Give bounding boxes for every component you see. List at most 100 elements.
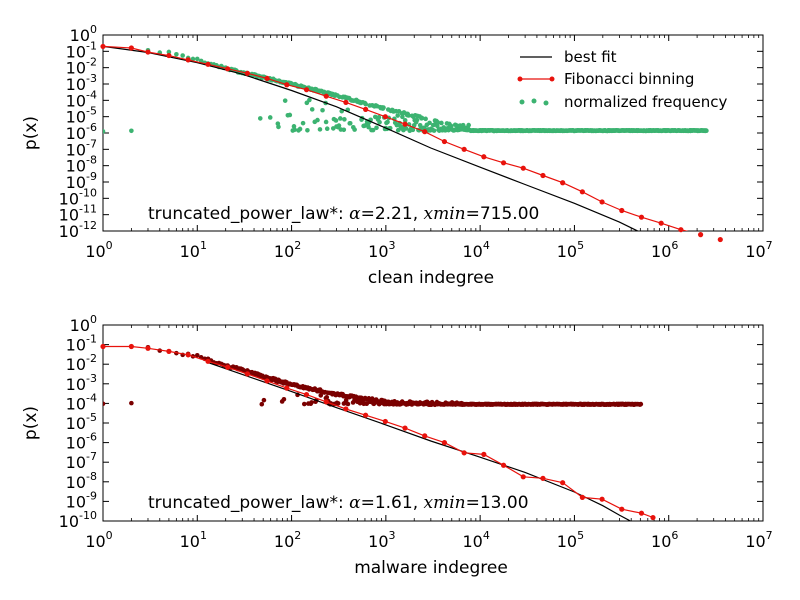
normalized-frequency-points-malware xyxy=(103,344,644,408)
freq-point xyxy=(337,116,343,121)
freq-point xyxy=(366,124,371,130)
freq-point xyxy=(103,401,106,407)
freq-point xyxy=(103,129,106,134)
x-tick-label: 103 xyxy=(368,529,395,551)
freq-point xyxy=(318,393,324,398)
freq-point xyxy=(423,116,428,122)
freq-point xyxy=(309,400,314,405)
legend-fib-marker xyxy=(517,76,523,82)
fibonacci-markers-malware xyxy=(100,343,656,521)
freq-point xyxy=(333,118,339,123)
y-tick-label: 10-9 xyxy=(66,489,97,511)
freq-point xyxy=(324,126,330,132)
freq-point xyxy=(291,124,297,129)
axis-ticks-clean xyxy=(102,34,764,232)
fib-marker xyxy=(579,494,585,500)
freq-point xyxy=(276,124,281,130)
freq-point xyxy=(324,394,330,400)
fib-marker xyxy=(402,121,408,127)
freq-point xyxy=(704,128,709,134)
legend-fit-label: best fit xyxy=(564,48,617,66)
freq-point xyxy=(342,117,347,122)
fib-marker xyxy=(303,87,310,93)
x-tick-label: 105 xyxy=(557,239,584,261)
fib-marker xyxy=(638,510,645,516)
fib-marker xyxy=(128,45,134,51)
y-tick-label: 10-6 xyxy=(66,121,97,143)
fib-marker xyxy=(461,450,467,456)
fib-marker xyxy=(185,352,191,358)
y-tick-label: 10-4 xyxy=(66,391,97,413)
y-tick-label: 10-7 xyxy=(66,450,97,472)
freq-point xyxy=(352,127,357,132)
freq-point xyxy=(402,118,408,123)
y-tick-label: 10-1 xyxy=(66,333,97,355)
freq-point xyxy=(638,401,644,407)
freq-point xyxy=(410,127,416,133)
freq-point xyxy=(435,120,441,125)
x-tick-label: 100 xyxy=(85,239,112,261)
fib-marker xyxy=(100,43,106,50)
fib-marker xyxy=(225,364,231,370)
freq-point xyxy=(376,115,382,120)
x-tick-labels-clean: 100 101 102 103 104 105 106 107 xyxy=(85,239,772,261)
freq-point xyxy=(343,397,349,403)
freq-point xyxy=(297,126,303,132)
y-tick-labels-malware: 10010-110-210-310-410-510-610-710-810-91… xyxy=(59,313,97,531)
y-tick-label: 10-4 xyxy=(66,88,97,110)
x-tick-labels-malware: 100 101 102 103 104 105 106 107 xyxy=(85,529,772,551)
fit-annotation-clean: truncated_power_law*: α=2.21, xmin=715.0… xyxy=(148,204,539,224)
x-tick-label: 105 xyxy=(557,529,584,551)
fib-marker xyxy=(225,66,231,72)
fib-marker xyxy=(422,433,428,439)
fib-marker xyxy=(166,348,172,354)
best-fit-line-clean xyxy=(103,45,640,231)
fib-marker xyxy=(481,451,487,458)
fib-marker xyxy=(323,399,329,405)
fibonacci-line-clean xyxy=(103,45,689,231)
freq-point xyxy=(395,113,400,118)
y-tick-label: 10-2 xyxy=(66,352,97,374)
y-tick-label: 10-3 xyxy=(66,72,97,94)
best-fit-line-malware xyxy=(207,362,632,521)
freq-point xyxy=(166,49,172,55)
fib-marker xyxy=(244,371,250,377)
freq-point xyxy=(363,101,369,107)
fib-marker xyxy=(363,412,369,418)
x-tick-label: 107 xyxy=(745,529,772,551)
fib-marker xyxy=(128,343,134,350)
freq-point xyxy=(174,52,179,57)
fib-marker xyxy=(303,392,310,398)
x-tick-label: 100 xyxy=(85,529,112,551)
fib-marker xyxy=(697,232,704,238)
y-tick-label: 10-9 xyxy=(66,170,97,192)
legend-freq-marker xyxy=(543,100,549,106)
freq-point xyxy=(194,56,200,62)
legend-freq-marker xyxy=(519,99,525,105)
freq-point xyxy=(335,401,341,406)
fib-marker xyxy=(166,52,172,59)
freq-point xyxy=(267,115,273,120)
fib-marker xyxy=(382,418,388,425)
fib-marker xyxy=(560,480,566,486)
x-axis-label-clean: clean indegree xyxy=(368,268,494,288)
freq-point xyxy=(301,401,307,407)
x-tick-label: 107 xyxy=(745,239,772,261)
freq-point xyxy=(129,400,134,406)
fibonacci-markers-clean xyxy=(100,43,723,243)
fib-marker xyxy=(650,514,656,521)
freq-point xyxy=(315,117,320,123)
fib-marker xyxy=(185,57,191,63)
fib-marker xyxy=(481,154,487,160)
fib-marker xyxy=(599,199,605,205)
freq-point xyxy=(427,120,432,126)
y-tick-label: 10-1 xyxy=(66,39,97,61)
freq-point xyxy=(370,127,376,133)
y-axis-label-malware: p(x) xyxy=(21,406,41,440)
freq-point xyxy=(345,401,351,407)
y-tick-label: 10-5 xyxy=(66,411,97,433)
fib-marker xyxy=(520,474,526,480)
fib-marker xyxy=(599,496,605,502)
freq-point xyxy=(320,107,325,113)
x-tick-label: 104 xyxy=(462,529,489,551)
